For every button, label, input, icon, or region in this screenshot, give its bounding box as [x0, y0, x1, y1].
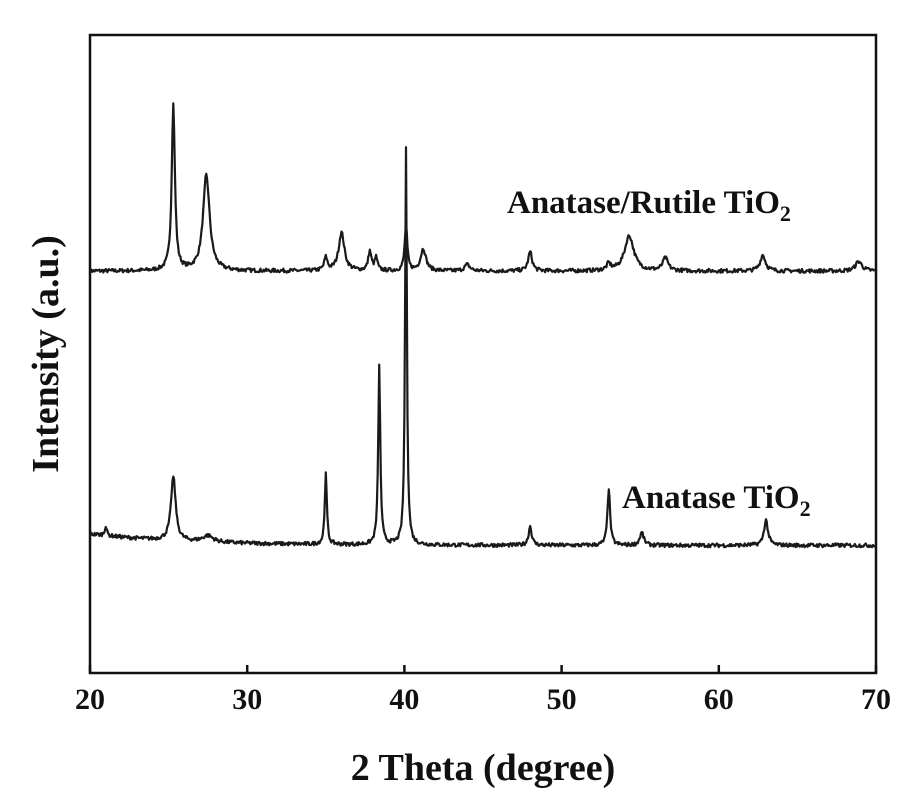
- plot-frame: [90, 35, 876, 673]
- series-label-anatase: Anatase TiO2: [622, 480, 811, 521]
- x-tick-label: 50: [547, 683, 577, 716]
- x-axis-label: 2 Theta (degree): [351, 747, 616, 789]
- x-tick-label: 30: [232, 683, 262, 716]
- series-label-anatase-rutile: Anatase/Rutile TiO2: [507, 185, 791, 226]
- x-tick-label: 70: [861, 683, 891, 716]
- x-tick-label: 60: [704, 683, 734, 716]
- x-tick-label: 20: [75, 683, 105, 716]
- y-axis-label: Intensity (a.u.): [25, 235, 67, 473]
- x-tick-label: 40: [389, 683, 419, 716]
